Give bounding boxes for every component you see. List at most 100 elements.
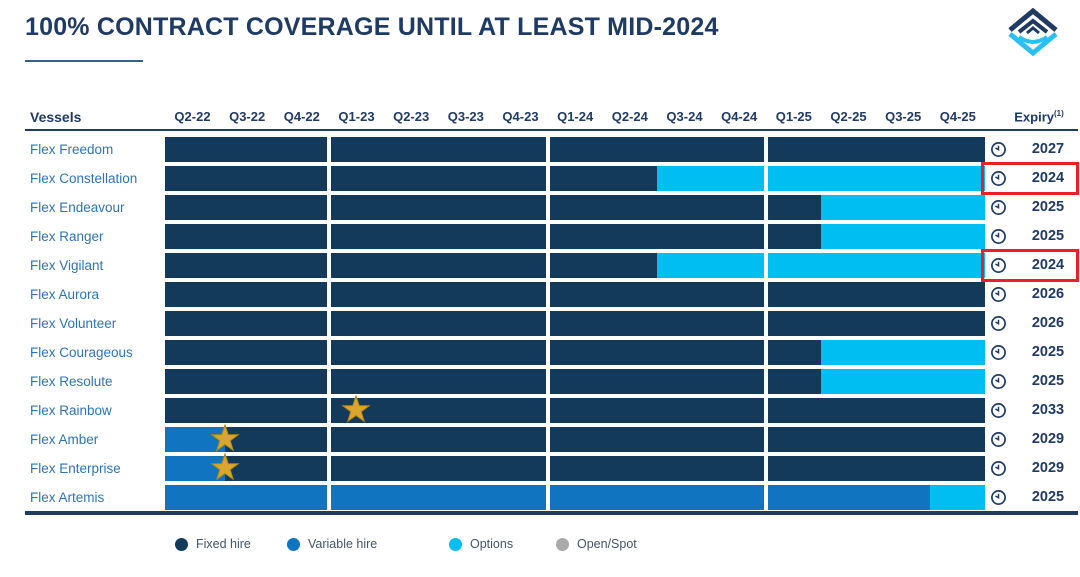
year-separator bbox=[545, 397, 550, 424]
expiry-year: 2027 bbox=[1031, 141, 1065, 157]
vessel-row: Flex Constellation 2024 bbox=[0, 162, 1080, 195]
vessel-name: Flex Ranger bbox=[30, 229, 104, 244]
year-separator bbox=[764, 426, 769, 453]
vessel-name: Flex Vigilant bbox=[30, 258, 104, 273]
vessel-name: Flex Courageous bbox=[30, 345, 133, 360]
vessel-name: Flex Aurora bbox=[30, 287, 100, 302]
year-separator bbox=[545, 368, 550, 395]
contract-segment-fixed bbox=[165, 398, 985, 423]
expiry-header-label: Expiry bbox=[1014, 109, 1054, 125]
quarter-header: Q4-23 bbox=[502, 109, 539, 124]
year-separator bbox=[327, 339, 331, 366]
year-separator bbox=[327, 455, 331, 482]
year-separator bbox=[327, 281, 331, 308]
page-title: 100% CONTRACT COVERAGE UNTIL AT LEAST MI… bbox=[25, 13, 719, 41]
contract-segment-fixed bbox=[165, 369, 821, 394]
year-separator bbox=[327, 368, 331, 395]
contract-bar bbox=[165, 368, 985, 395]
quarter-header: Q4-22 bbox=[283, 109, 320, 124]
quarter-header: Q4-24 bbox=[721, 109, 758, 124]
expiry-year: 2029 bbox=[1031, 431, 1065, 447]
star-icon bbox=[210, 452, 240, 488]
quarter-header: Q3-22 bbox=[229, 109, 266, 124]
year-separator bbox=[327, 252, 331, 279]
clock-icon bbox=[990, 460, 1007, 482]
contract-bar bbox=[165, 136, 985, 163]
legend-item-fixed: Fixed hire bbox=[175, 537, 251, 551]
contract-segment-fixed bbox=[225, 456, 985, 481]
legend: Fixed hire Variable hire Options Open/Spot bbox=[0, 537, 1080, 557]
contract-segment-fixed bbox=[165, 253, 657, 278]
clock-icon bbox=[990, 228, 1007, 250]
year-separator bbox=[545, 194, 550, 221]
contract-segment-options bbox=[821, 369, 985, 394]
contract-segment-options bbox=[821, 195, 985, 220]
contract-bar bbox=[165, 223, 985, 250]
year-separator bbox=[764, 368, 769, 395]
flex-lng-logo bbox=[1002, 6, 1064, 63]
expiry-year: 2025 bbox=[1031, 373, 1065, 389]
contract-segment-options bbox=[657, 166, 985, 191]
contract-bar bbox=[165, 452, 985, 482]
year-separator bbox=[545, 339, 550, 366]
vessel-row: Flex Amber 2029 bbox=[0, 423, 1080, 454]
year-separator bbox=[764, 455, 769, 482]
expiry-year: 2026 bbox=[1031, 286, 1065, 302]
vessel-name: Flex Rainbow bbox=[30, 403, 112, 418]
contract-bar bbox=[165, 165, 985, 192]
clock-icon bbox=[990, 489, 1007, 511]
contract-segment-fixed bbox=[165, 166, 657, 191]
clock-icon bbox=[990, 199, 1007, 221]
year-separator bbox=[764, 223, 769, 250]
clock-icon bbox=[990, 170, 1007, 192]
clock-icon bbox=[990, 344, 1007, 366]
year-separator bbox=[764, 165, 769, 192]
vessel-name: Flex Endeavour bbox=[30, 200, 125, 215]
legend-dot-options bbox=[449, 537, 462, 551]
year-separator bbox=[545, 165, 550, 192]
contract-bar bbox=[165, 281, 985, 308]
vessel-row: Flex Endeavour 2025 bbox=[0, 193, 1080, 222]
contract-bar bbox=[165, 194, 985, 221]
contract-bar bbox=[165, 484, 985, 511]
year-separator bbox=[327, 310, 331, 337]
expiry-year: 2026 bbox=[1031, 315, 1065, 331]
legend-label: Open/Spot bbox=[577, 537, 637, 551]
vessel-name: Flex Artemis bbox=[30, 490, 105, 505]
contract-bar bbox=[165, 423, 985, 453]
contract-segment-fixed bbox=[165, 282, 985, 307]
year-separator bbox=[545, 310, 550, 337]
contract-bar bbox=[165, 310, 985, 337]
highlight-box bbox=[981, 162, 1079, 195]
year-separator bbox=[545, 426, 550, 453]
legend-dot-fixed bbox=[175, 537, 188, 551]
expiry-column-header: Expiry(1) bbox=[1000, 109, 1078, 124]
year-separator bbox=[327, 223, 331, 250]
quarter-header: Q1-25 bbox=[775, 109, 812, 124]
vessel-name: Flex Resolute bbox=[30, 374, 113, 389]
contract-segment-variable bbox=[165, 427, 226, 452]
clock-icon bbox=[990, 315, 1007, 337]
quarter-header: Q1-23 bbox=[338, 109, 375, 124]
vessel-name: Flex Freedom bbox=[30, 142, 114, 157]
year-separator bbox=[545, 223, 550, 250]
quarter-headers: Q2-22 Q3-22 Q4-22 Q1-23 Q2-23 Q3-23 Q4-23 Q1-24… bbox=[165, 109, 985, 127]
year-separator bbox=[545, 136, 550, 163]
vessel-row: Flex Resolute 2025 bbox=[0, 367, 1080, 396]
vessel-row: Flex Vigilant 2024 bbox=[0, 249, 1080, 282]
legend-item-open_spot: Open/Spot bbox=[556, 537, 637, 551]
quarter-header: Q3-24 bbox=[666, 109, 703, 124]
legend-label: Variable hire bbox=[308, 537, 378, 551]
year-separator bbox=[764, 484, 769, 511]
year-separator bbox=[545, 455, 550, 482]
year-separator bbox=[327, 397, 331, 424]
year-separator bbox=[327, 165, 331, 192]
year-separator bbox=[764, 252, 769, 279]
expiry-year: 2024 bbox=[1031, 170, 1065, 186]
year-separator bbox=[327, 484, 331, 511]
legend-dot-open_spot bbox=[556, 537, 569, 551]
vessel-row: Flex Ranger 2025 bbox=[0, 222, 1080, 251]
clock-icon bbox=[990, 286, 1007, 308]
clock-icon bbox=[990, 257, 1007, 279]
contract-bar bbox=[165, 252, 985, 279]
